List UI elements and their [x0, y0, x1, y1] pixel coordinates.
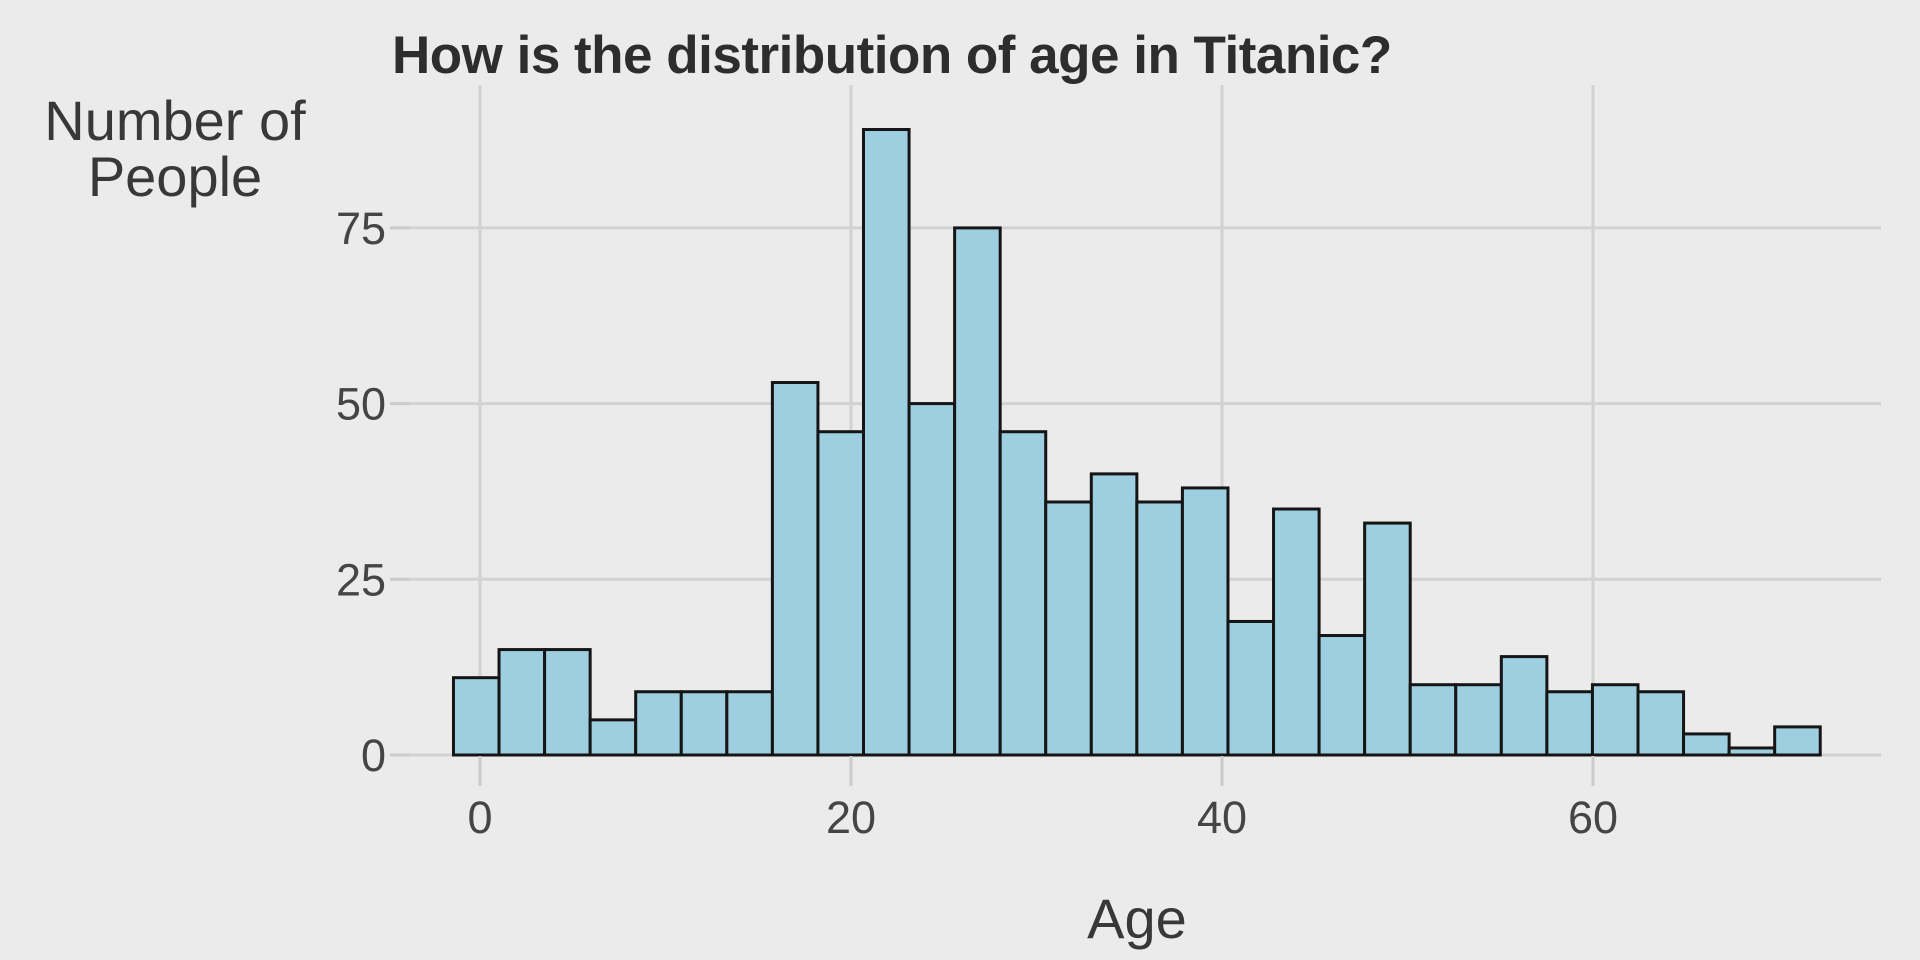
histogram-bar — [725, 690, 774, 757]
y-tick-label: 25 — [336, 554, 386, 605]
histogram-bar — [1180, 486, 1230, 757]
y-tick-label: 0 — [361, 730, 386, 781]
histogram-bar — [679, 690, 729, 757]
histogram-bar — [1272, 507, 1321, 757]
histogram-bar — [588, 718, 638, 757]
histogram-bar — [543, 648, 592, 757]
histogram-bar — [1590, 683, 1640, 757]
bars-layer — [451, 128, 1822, 757]
histogram-bar — [862, 128, 911, 757]
histogram-bar — [907, 402, 957, 757]
histogram-bar — [1408, 683, 1458, 757]
histogram-bar — [1135, 500, 1184, 757]
plot-title: How is the distribution of age in Titani… — [392, 26, 1392, 85]
x-tick-label: 40 — [1197, 792, 1247, 843]
histogram-bar — [1226, 619, 1276, 757]
histogram-bar — [816, 430, 866, 757]
histogram-bar — [998, 430, 1048, 757]
y-axis-title-line2: People — [88, 145, 262, 208]
histogram-bar — [953, 226, 1002, 757]
histogram-bar — [1773, 725, 1822, 757]
histogram-bar — [497, 648, 547, 757]
tick-marks-layer — [390, 226, 1595, 786]
histogram-bar — [1499, 655, 1549, 757]
histogram-bar — [1454, 683, 1503, 757]
x-tick-label: 0 — [467, 792, 492, 843]
histogram-bar — [1044, 500, 1093, 757]
y-tick-label: 75 — [336, 203, 386, 254]
histogram-bar — [1089, 472, 1139, 757]
y-tick-label: 50 — [336, 379, 386, 430]
histogram-bar — [451, 676, 501, 757]
x-tick-label: 60 — [1568, 792, 1618, 843]
histogram-bar — [1682, 732, 1731, 757]
histogram-bar — [1545, 690, 1594, 757]
tick-labels-layer: 0 20 40 60 0 25 50 75 — [336, 203, 1618, 843]
histogram-bar — [1363, 521, 1412, 757]
histogram-bar — [1317, 634, 1367, 757]
histogram-bar — [1636, 690, 1686, 757]
x-axis-title: Age — [1087, 887, 1187, 950]
histogram-bar — [634, 690, 683, 757]
histogram-bar — [1727, 746, 1777, 757]
y-axis-title-line1: Number of — [44, 89, 306, 152]
histogram-bar — [770, 381, 820, 757]
x-tick-label: 20 — [826, 792, 876, 843]
